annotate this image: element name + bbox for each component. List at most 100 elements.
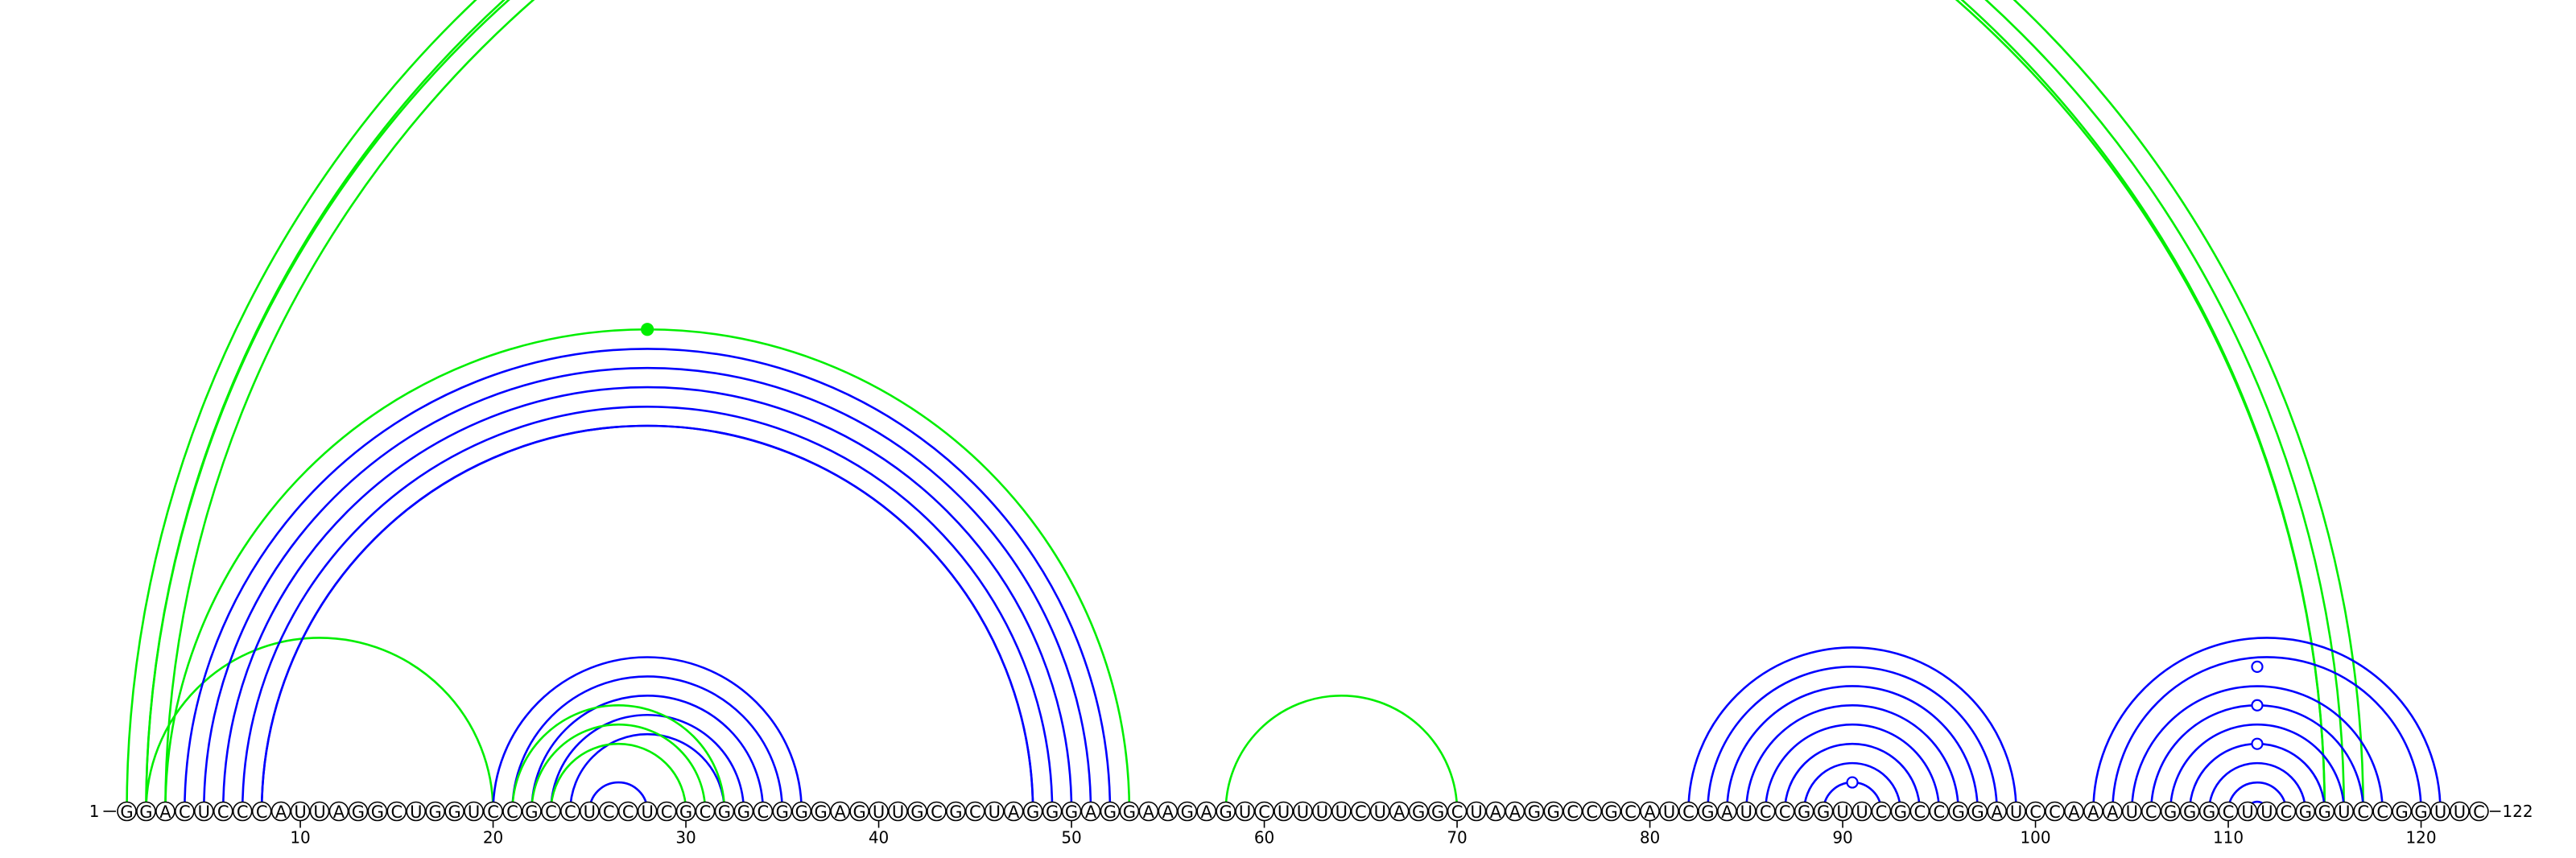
nucleotide-61-circle [1274, 801, 1294, 822]
nucleotide-69-letter: G [1431, 802, 1444, 822]
nucleotide-41: U [888, 801, 908, 822]
nucleotide-5-circle [194, 801, 214, 822]
nucleotide-10-letter: U [294, 802, 306, 822]
nucleotide-65-letter: C [1355, 802, 1367, 822]
nucleotide-17: G [425, 801, 446, 822]
nucleotide-40-letter: U [873, 802, 885, 822]
nucleotide-87-letter: C [1779, 802, 1791, 822]
nucleotide-51-letter: A [1085, 802, 1097, 822]
nucleotide-66: U [1369, 801, 1390, 822]
nucleotide-98: A [1987, 801, 2007, 822]
nucleotide-98-letter: A [1991, 802, 2003, 822]
nucleotide-23: C [541, 801, 561, 822]
nucleotide-23-letter: C [545, 802, 557, 822]
nucleotide-50: G [1061, 801, 1082, 822]
nucleotide-4: C [175, 801, 195, 822]
nucleotide-65: C [1351, 801, 1371, 822]
nucleotide-61: U [1274, 801, 1294, 822]
arc-2-115 [146, 0, 2324, 811]
nucleotide-58-letter: G [1220, 802, 1232, 822]
nucleotide-110-letter: C [2223, 802, 2235, 822]
arc-85-96 [1745, 703, 1960, 812]
nucleotide-29-letter: C [661, 802, 673, 822]
nucleotide-38-circle [830, 801, 850, 822]
nucleotide-68-circle [1408, 801, 1429, 822]
nucleotide-14-circle [367, 801, 388, 822]
nucleotide-97-letter: G [1971, 802, 1984, 822]
nucleotide-115-letter: G [2318, 802, 2331, 822]
nucleotide-71-circle [1466, 801, 1487, 822]
nucleotide-47-circle [1003, 801, 1024, 822]
nucleotide-111: U [2237, 801, 2258, 822]
nucleotide-118-letter: C [2376, 802, 2388, 822]
nucleotide-2-letter: G [139, 802, 152, 822]
sequence-end-label: 122 [2502, 802, 2533, 821]
tick-label-110: 110 [2213, 828, 2244, 848]
nucleotide-56-circle [1177, 801, 1198, 822]
arc-marker-1 [641, 323, 654, 336]
nucleotide-65-circle [1351, 801, 1371, 822]
nucleotide-116: U [2334, 801, 2355, 822]
arc-22-34 [530, 695, 765, 812]
nucleotide-92-letter: C [1876, 802, 1888, 822]
nucleotide-102-circle [2064, 801, 2084, 822]
nucleotide-100: C [2025, 801, 2046, 822]
nucleotide-78-letter: G [1605, 802, 1618, 822]
arc-marker-2 [1846, 776, 1859, 789]
nucleotide-86-letter: C [1760, 802, 1772, 822]
nucleotide-118: C [2372, 801, 2392, 822]
nucleotide-29-circle [656, 801, 677, 822]
nucleotide-40: U [869, 801, 889, 822]
nucleotide-121: U [2430, 801, 2450, 822]
nucleotide-42: G [907, 801, 927, 822]
nucleotide-51-circle [1080, 801, 1101, 822]
nucleotide-34-circle [753, 801, 774, 822]
nucleotide-77-circle [1582, 801, 1602, 822]
arc-23-33 [550, 713, 745, 812]
nucleotide-16-circle [406, 801, 427, 822]
nucleotide-16-letter: U [410, 802, 422, 822]
nucleotide-101-circle [2045, 801, 2065, 822]
nucleotide-4-letter: C [179, 802, 191, 822]
nucleotide-90: U [1832, 801, 1853, 822]
nucleotide-26-letter: C [603, 802, 615, 822]
nucleotide-47: A [1003, 801, 1024, 822]
nucleotide-101-letter: C [2049, 802, 2061, 822]
nucleotide-49: G [1042, 801, 1063, 822]
arc-3-115 [164, 0, 2326, 812]
nucleotide-17-circle [425, 801, 446, 822]
nucleotide-78-circle [1601, 801, 1621, 822]
arc-7-49 [241, 405, 1054, 812]
nucleotide-71: U [1466, 801, 1487, 822]
nucleotide-75-circle [1543, 801, 1564, 822]
nucleotide-104-letter: A [2107, 802, 2119, 822]
nucleotide-21-circle [502, 801, 522, 822]
nucleotide-81-letter: U [1663, 802, 1675, 822]
arc-3-53 [164, 328, 1131, 812]
nucleotide-80: A [1640, 801, 1660, 822]
nucleotide-68: G [1408, 801, 1429, 822]
nucleotide-12-letter: A [333, 802, 345, 822]
nucleotide-39: G [849, 801, 869, 822]
position-ticks: 10 20 30 40 50 60 70 80 90 100 110 120 [290, 820, 2437, 848]
nucleotide-16: U [406, 801, 427, 822]
nucleotide-103-circle [2083, 801, 2103, 822]
nucleotide-112-letter: U [2260, 802, 2273, 822]
nucleotide-82: C [1678, 801, 1699, 822]
nucleotide-25-circle [579, 801, 600, 822]
nucleotide-13: G [348, 801, 369, 822]
nucleotide-59: U [1235, 801, 1255, 822]
nucleotide-112-circle [2256, 801, 2277, 822]
arc-6-50 [221, 386, 1073, 812]
nucleotide-86: C [1755, 801, 1776, 822]
nucleotide-60-letter: C [1258, 802, 1270, 822]
nucleotide-122-letter: U [2454, 802, 2466, 822]
nucleotide-97-circle [1967, 801, 1988, 822]
nucleotide-46: U [984, 801, 1005, 822]
nucleotide-59-circle [1235, 801, 1255, 822]
nucleotide-89-circle [1813, 801, 1834, 822]
nucleotide-98-circle [1987, 801, 2007, 822]
nucleotide-36-circle [791, 801, 812, 822]
nucleotide-114-letter: G [2299, 802, 2312, 822]
